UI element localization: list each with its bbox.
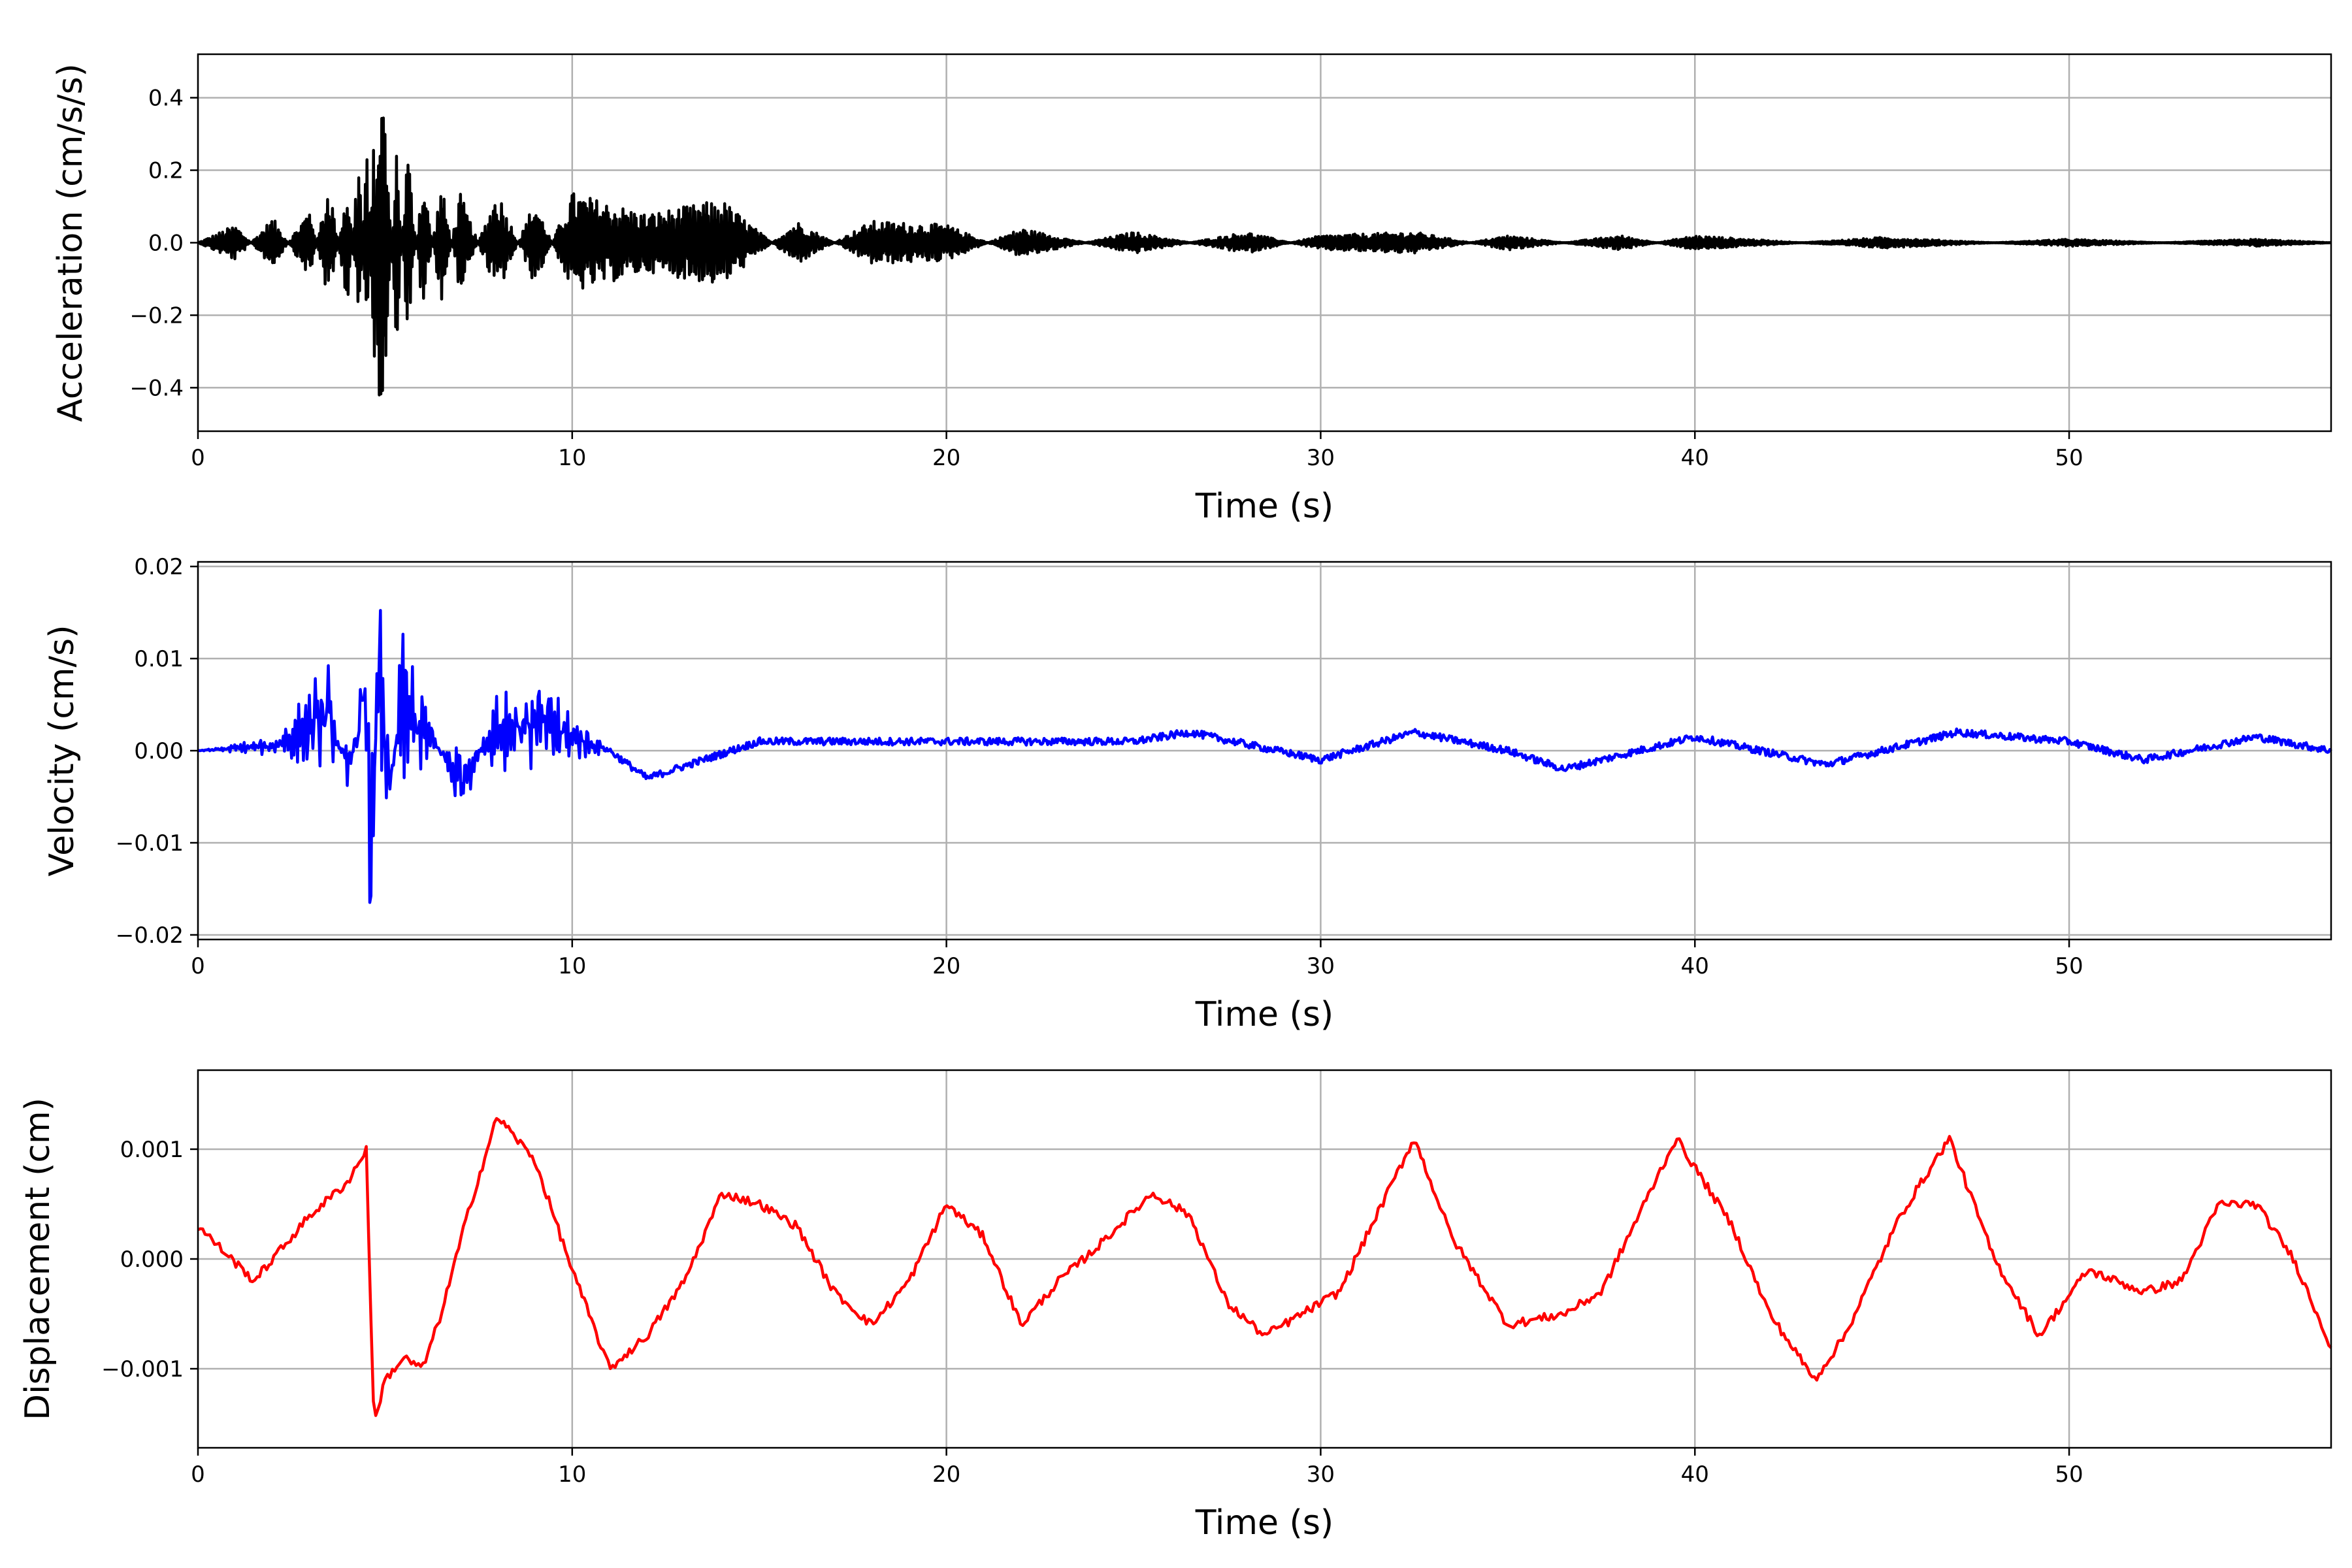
acceleration-y-tick-label: −0.4	[129, 375, 184, 401]
acceleration-ticks: 0 10 20 30 40 50 −0.4 −0.2 0.0 0.2 0.4	[129, 86, 2083, 471]
displacement-y-tick-label: 0.001	[120, 1137, 184, 1163]
velocity-trace	[197, 609, 2332, 904]
velocity-y-tick-label: −0.01	[116, 830, 184, 857]
displacement-grid	[197, 1070, 2331, 1448]
displacement-x-tick-label: 10	[558, 1462, 586, 1488]
displacement-x-tick-label: 0	[191, 1462, 205, 1488]
displacement-panel: 0 10 20 30 40 50 −0.001 0.000 0.001 Time (s) Dis…	[18, 1069, 2332, 1543]
acceleration-y-axis-label: Acceleration (cm/s/s)	[51, 63, 90, 422]
displacement-x-tick-label: 50	[2055, 1462, 2083, 1488]
acceleration-y-tick-label: 0.2	[148, 158, 184, 184]
acceleration-x-tick-label: 40	[1681, 445, 1709, 471]
acceleration-x-tick-label: 50	[2055, 445, 2083, 471]
velocity-x-axis-label: Time (s)	[1195, 995, 1333, 1034]
velocity-y-tick-label: 0.01	[134, 646, 184, 672]
displacement-x-tick-label: 40	[1681, 1462, 1709, 1488]
displacement-y-axis-label: Displacement (cm)	[18, 1098, 57, 1420]
velocity-x-tick-label: 0	[191, 953, 205, 979]
displacement-x-tick-label: 30	[1307, 1462, 1335, 1488]
velocity-x-tick-label: 50	[2055, 953, 2083, 979]
displacement-y-tick-label: 0.000	[120, 1247, 184, 1273]
acceleration-trace	[197, 116, 2332, 397]
displacement-x-tick-label: 20	[932, 1462, 960, 1488]
acceleration-y-tick-label: 0.0	[148, 231, 184, 257]
acceleration-x-tick-label: 30	[1307, 445, 1335, 471]
velocity-x-tick-label: 20	[932, 953, 960, 979]
velocity-y-tick-label: −0.02	[116, 923, 184, 949]
acceleration-x-tick-label: 20	[932, 445, 960, 471]
velocity-y-axis-label: Velocity (cm/s)	[42, 625, 82, 877]
acceleration-panel: 0 10 20 30 40 50 −0.4 −0.2 0.0 0.2 0.4 Time (s) Ac…	[51, 53, 2332, 526]
acceleration-x-tick-label: 10	[558, 445, 586, 471]
velocity-panel: 0 10 20 30 40 50 −0.02 −0.01 0.00 0.01 0.02 Time (…	[42, 554, 2332, 1034]
acceleration-x-axis-label: Time (s)	[1195, 487, 1333, 526]
acceleration-y-tick-label: 0.4	[148, 86, 184, 112]
velocity-y-tick-label: 0.00	[134, 738, 184, 764]
acceleration-y-tick-label: −0.2	[129, 302, 184, 329]
velocity-y-tick-label: 0.02	[134, 554, 184, 580]
velocity-x-tick-label: 30	[1307, 953, 1335, 979]
displacement-x-axis-label: Time (s)	[1195, 1503, 1333, 1543]
displacement-trace	[197, 1117, 2332, 1417]
velocity-x-tick-label: 10	[558, 953, 586, 979]
acceleration-x-tick-label: 0	[191, 445, 205, 471]
displacement-ticks: 0 10 20 30 40 50 −0.001 0.000 0.001	[101, 1137, 2083, 1488]
displacement-y-tick-label: −0.001	[101, 1356, 184, 1382]
velocity-ticks: 0 10 20 30 40 50 −0.02 −0.01 0.00 0.01 0.02	[116, 554, 2083, 979]
velocity-x-tick-label: 40	[1681, 953, 1709, 979]
